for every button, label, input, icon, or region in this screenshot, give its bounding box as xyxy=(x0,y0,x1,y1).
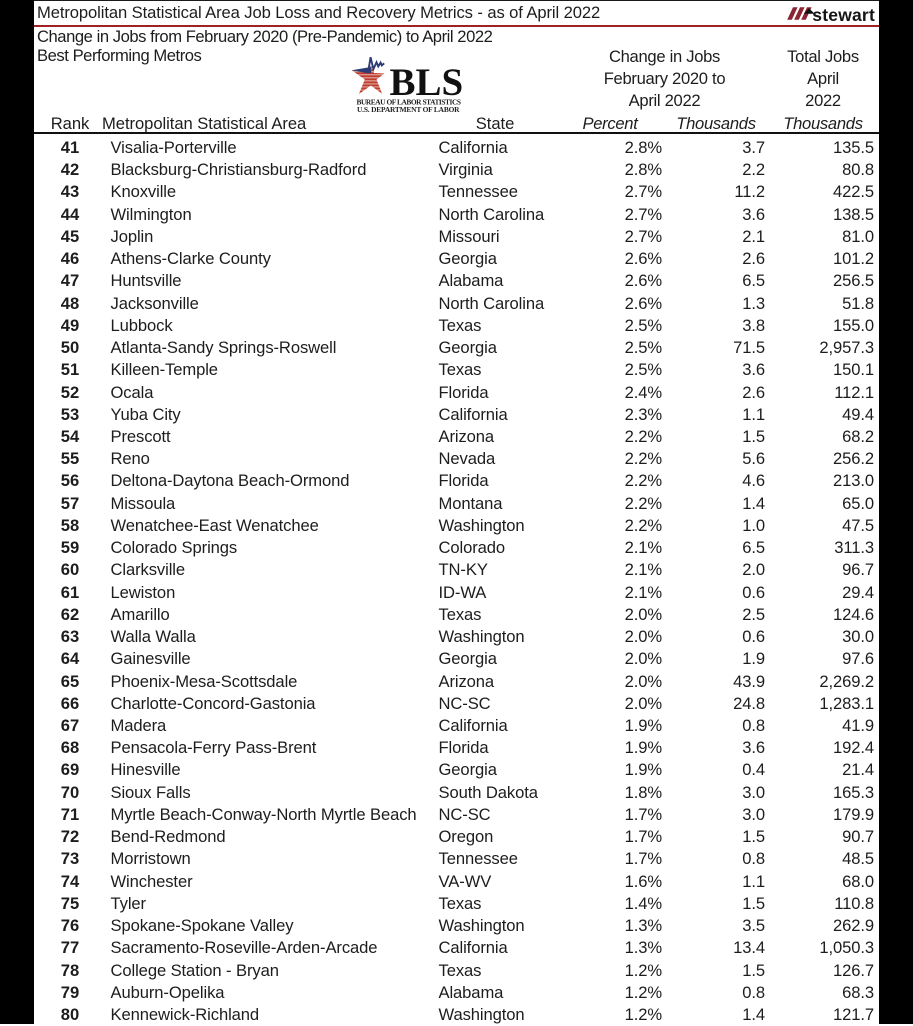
svg-text:BUREAU OF LABOR STATISTICS: BUREAU OF LABOR STATISTICS xyxy=(357,97,462,106)
svg-text:BLS: BLS xyxy=(390,61,464,104)
svg-text:stewart: stewart xyxy=(812,5,875,22)
svg-text:U.S. DEPARTMENT OF LABOR: U.S. DEPARTMENT OF LABOR xyxy=(357,105,460,114)
